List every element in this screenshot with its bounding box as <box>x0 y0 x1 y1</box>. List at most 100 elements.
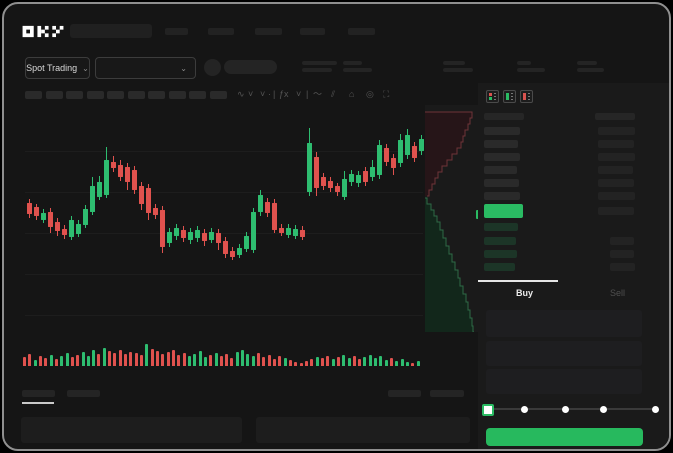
volume-bar <box>161 354 165 366</box>
last-price-amount-skeleton <box>598 207 634 215</box>
last-price-bar[interactable] <box>484 204 523 218</box>
chart-settings-icon[interactable]: ◎ <box>366 89 374 99</box>
order-input-skeleton[interactable] <box>486 341 642 366</box>
candle-body <box>174 228 179 236</box>
volume-bar <box>251 356 255 366</box>
volume-bar <box>336 357 340 366</box>
candle-body <box>27 203 32 214</box>
stat-skeleton-line1 <box>517 61 531 65</box>
candle-body <box>272 203 277 230</box>
timeframe-pill-skeleton[interactable] <box>148 91 165 99</box>
candle-body <box>202 233 207 241</box>
indicators-icon[interactable]: ƒx <box>279 89 289 99</box>
snapshot-icon[interactable]: ⌂ <box>349 89 355 99</box>
volume-bar <box>129 352 133 366</box>
bid-price-skeleton[interactable] <box>484 263 515 271</box>
ask-amount-skeleton <box>598 153 635 161</box>
timeframe-pill-skeleton[interactable] <box>107 91 124 99</box>
timeframe-pill-skeleton[interactable] <box>189 91 206 99</box>
timeframe-pill-skeleton[interactable] <box>25 91 42 99</box>
ask-price-skeleton[interactable] <box>484 166 517 174</box>
draw-tool-icon[interactable]: ⫽ <box>331 89 336 99</box>
book-bids-icon[interactable] <box>503 90 516 103</box>
candle-body <box>181 230 186 238</box>
order-input-skeleton[interactable] <box>486 310 642 337</box>
ask-price-skeleton[interactable] <box>484 179 519 187</box>
bid-price-skeleton[interactable] <box>484 250 517 258</box>
volume-bar <box>368 355 372 366</box>
icon-mark <box>489 93 492 96</box>
timeframe-pill-skeleton[interactable] <box>45 91 63 99</box>
tab-sell[interactable]: Sell <box>609 288 625 298</box>
line-tool-icon[interactable]: 〜 <box>313 89 323 99</box>
bottom-tab-skeleton[interactable] <box>67 390 100 397</box>
timeframe-pill-skeleton[interactable] <box>86 91 104 99</box>
nav-item-skeleton[interactable] <box>300 28 325 35</box>
slider-dot[interactable] <box>600 406 607 413</box>
nav-item-skeleton[interactable] <box>165 28 188 35</box>
candlestick-chart[interactable] <box>4 4 478 449</box>
ask-price-skeleton[interactable] <box>484 127 520 135</box>
bid-amount-skeleton <box>610 250 634 258</box>
slider-dot[interactable] <box>521 406 528 413</box>
interval-chevron-icon[interactable]: ˅ <box>260 89 266 99</box>
volume-bar <box>379 356 383 366</box>
candle-body <box>216 233 221 243</box>
candle-body <box>153 208 158 215</box>
order-input-skeleton[interactable] <box>486 369 642 394</box>
slider-dot[interactable] <box>652 406 659 413</box>
volume-bar <box>262 357 266 366</box>
fullscreen-icon[interactable]: ⛶ <box>383 89 390 99</box>
volume-bar <box>273 359 277 366</box>
volume-bar <box>97 354 101 366</box>
bid-price-skeleton[interactable] <box>484 237 516 245</box>
buy-cta-button[interactable] <box>486 428 643 446</box>
volume-bar <box>278 356 282 366</box>
volume-bar <box>406 362 410 366</box>
divider: | <box>306 89 309 99</box>
candle-body <box>237 248 242 255</box>
depth-chart <box>425 105 478 333</box>
ask-price-skeleton[interactable] <box>484 140 518 148</box>
volume-bar <box>225 354 229 366</box>
slider-handle[interactable] <box>482 404 494 416</box>
candle-body <box>97 182 102 197</box>
okx-logo <box>22 25 64 38</box>
slider-dot[interactable] <box>562 406 569 413</box>
candle-body <box>293 229 298 236</box>
book-asks-icon[interactable] <box>520 90 533 103</box>
icon-mark <box>489 97 492 100</box>
gridline <box>25 151 423 152</box>
market-type-selector[interactable]: Spot Trading ⌄ <box>25 57 90 79</box>
candle-type-icon[interactable]: ∿ <box>237 89 245 99</box>
chevron-down-icon: ⌄ <box>180 63 187 73</box>
volume-bar <box>246 354 250 366</box>
nav-item-skeleton[interactable] <box>208 28 234 35</box>
tab-buy[interactable]: Buy <box>515 288 533 298</box>
ask-amount-skeleton <box>598 140 634 148</box>
nav-item-skeleton[interactable] <box>255 28 282 35</box>
candle-type-chevron-icon[interactable]: ˅ <box>248 89 254 99</box>
ask-price-skeleton[interactable] <box>484 192 520 200</box>
timeframe-pill-skeleton[interactable] <box>66 91 83 99</box>
candle-body <box>342 179 347 197</box>
pair-dropdown[interactable]: ⌄ <box>95 57 196 79</box>
candle-body <box>188 232 193 240</box>
volume-bar <box>33 360 37 366</box>
icon-mark <box>528 93 530 94</box>
book-combined-icon[interactable] <box>486 90 499 103</box>
ask-price-skeleton[interactable] <box>484 153 520 161</box>
bid-price-skeleton[interactable] <box>484 223 518 231</box>
indicators-chevron-icon[interactable]: ˅ <box>296 89 302 99</box>
timeframe-pill-skeleton[interactable] <box>127 91 145 99</box>
stat-skeleton-line1 <box>302 61 337 65</box>
stat-skeleton-line2 <box>577 68 604 72</box>
timeframe-pill-skeleton[interactable] <box>209 91 227 99</box>
dot-icon[interactable]: · <box>268 89 271 99</box>
candle-body <box>384 148 389 162</box>
nav-item-skeleton[interactable] <box>348 28 375 35</box>
timeframe-pill-skeleton[interactable] <box>168 91 186 99</box>
ask-amount-skeleton <box>598 127 635 135</box>
volume-bar <box>395 361 399 366</box>
bottom-tab-skeleton[interactable] <box>22 390 55 397</box>
